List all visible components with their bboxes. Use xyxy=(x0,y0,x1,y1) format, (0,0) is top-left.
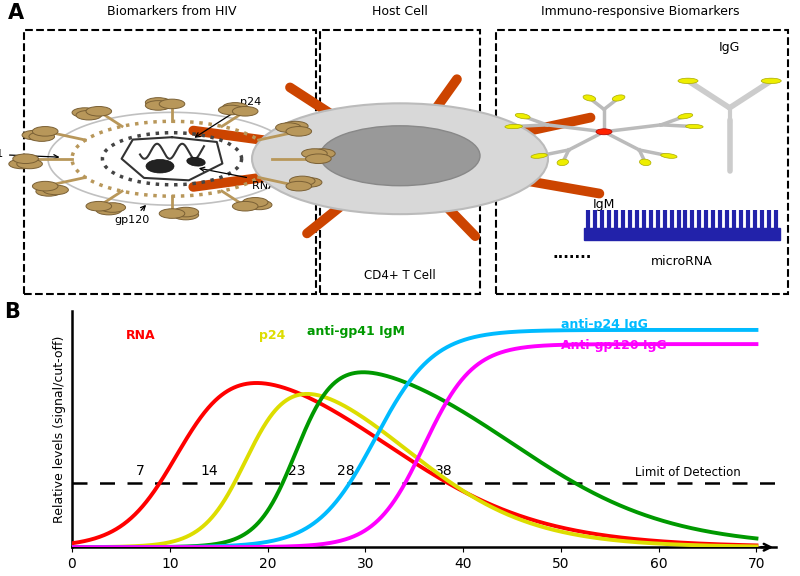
Ellipse shape xyxy=(531,153,547,158)
Circle shape xyxy=(173,210,198,220)
Circle shape xyxy=(232,202,258,211)
Circle shape xyxy=(42,185,68,195)
Text: Immuno-responsive Biomarkers: Immuno-responsive Biomarkers xyxy=(541,5,739,18)
Circle shape xyxy=(72,108,98,118)
Circle shape xyxy=(33,181,58,191)
Circle shape xyxy=(252,103,548,214)
Ellipse shape xyxy=(505,124,522,128)
Circle shape xyxy=(302,149,327,158)
Text: CD4+ T Cell: CD4+ T Cell xyxy=(364,268,436,282)
Text: RNA: RNA xyxy=(126,329,155,342)
Circle shape xyxy=(296,177,322,187)
Ellipse shape xyxy=(678,78,698,84)
Circle shape xyxy=(17,159,42,169)
Text: B: B xyxy=(4,302,20,323)
Ellipse shape xyxy=(612,95,625,101)
Text: p24: p24 xyxy=(195,97,262,137)
Circle shape xyxy=(232,107,258,116)
Text: Biomarkers from HIV: Biomarkers from HIV xyxy=(107,5,237,18)
Text: gp41: gp41 xyxy=(0,149,58,159)
Circle shape xyxy=(86,202,111,211)
Circle shape xyxy=(276,123,302,132)
Circle shape xyxy=(29,132,54,141)
Circle shape xyxy=(96,205,122,215)
Ellipse shape xyxy=(515,113,530,119)
Circle shape xyxy=(146,98,171,107)
Text: 7: 7 xyxy=(136,464,145,478)
Circle shape xyxy=(33,127,58,136)
FancyBboxPatch shape xyxy=(496,30,788,294)
Circle shape xyxy=(218,105,244,115)
Circle shape xyxy=(159,209,185,218)
Circle shape xyxy=(286,181,311,191)
Circle shape xyxy=(290,176,315,185)
Ellipse shape xyxy=(146,160,174,173)
FancyBboxPatch shape xyxy=(320,30,480,294)
Circle shape xyxy=(242,198,268,207)
Circle shape xyxy=(9,159,34,169)
Text: 38: 38 xyxy=(434,464,452,478)
Circle shape xyxy=(173,207,198,217)
Circle shape xyxy=(286,127,311,136)
Ellipse shape xyxy=(557,159,569,166)
Text: IgG: IgG xyxy=(719,41,740,54)
Text: microRNA: microRNA xyxy=(651,255,713,268)
Text: Anti-gp120 IgG: Anti-gp120 IgG xyxy=(561,339,666,352)
Circle shape xyxy=(320,126,480,185)
Ellipse shape xyxy=(639,159,651,166)
Text: RNA Genome: RNA Genome xyxy=(200,167,326,191)
Text: IgM: IgM xyxy=(593,198,615,211)
Text: anti-gp41 IgM: anti-gp41 IgM xyxy=(306,325,405,338)
Text: A: A xyxy=(8,3,24,23)
Circle shape xyxy=(22,130,48,140)
Circle shape xyxy=(282,122,308,131)
Circle shape xyxy=(100,203,126,213)
Ellipse shape xyxy=(678,113,693,119)
Y-axis label: Relative levels (signal/cut-off): Relative levels (signal/cut-off) xyxy=(54,335,66,523)
Ellipse shape xyxy=(661,153,677,158)
Circle shape xyxy=(596,129,612,135)
Circle shape xyxy=(86,107,112,116)
Circle shape xyxy=(310,149,335,158)
Text: .......: ....... xyxy=(552,245,592,260)
Text: Host Cell: Host Cell xyxy=(372,5,428,18)
Circle shape xyxy=(36,187,62,196)
Text: 28: 28 xyxy=(337,464,354,478)
Text: 23: 23 xyxy=(288,464,306,478)
Circle shape xyxy=(159,99,185,109)
Circle shape xyxy=(146,101,171,110)
Ellipse shape xyxy=(583,95,596,101)
Text: Limit of Detection: Limit of Detection xyxy=(635,466,741,479)
Text: anti-p24 IgG: anti-p24 IgG xyxy=(561,317,648,331)
Circle shape xyxy=(222,103,248,112)
Circle shape xyxy=(76,111,102,120)
FancyBboxPatch shape xyxy=(24,30,316,294)
Ellipse shape xyxy=(761,78,781,84)
Circle shape xyxy=(13,154,38,164)
Circle shape xyxy=(246,200,272,210)
Ellipse shape xyxy=(186,157,206,166)
Circle shape xyxy=(306,154,331,164)
Text: gp120: gp120 xyxy=(114,206,150,225)
Ellipse shape xyxy=(686,124,703,128)
Text: 14: 14 xyxy=(200,464,218,478)
Text: p24: p24 xyxy=(259,329,286,342)
FancyBboxPatch shape xyxy=(584,228,780,240)
